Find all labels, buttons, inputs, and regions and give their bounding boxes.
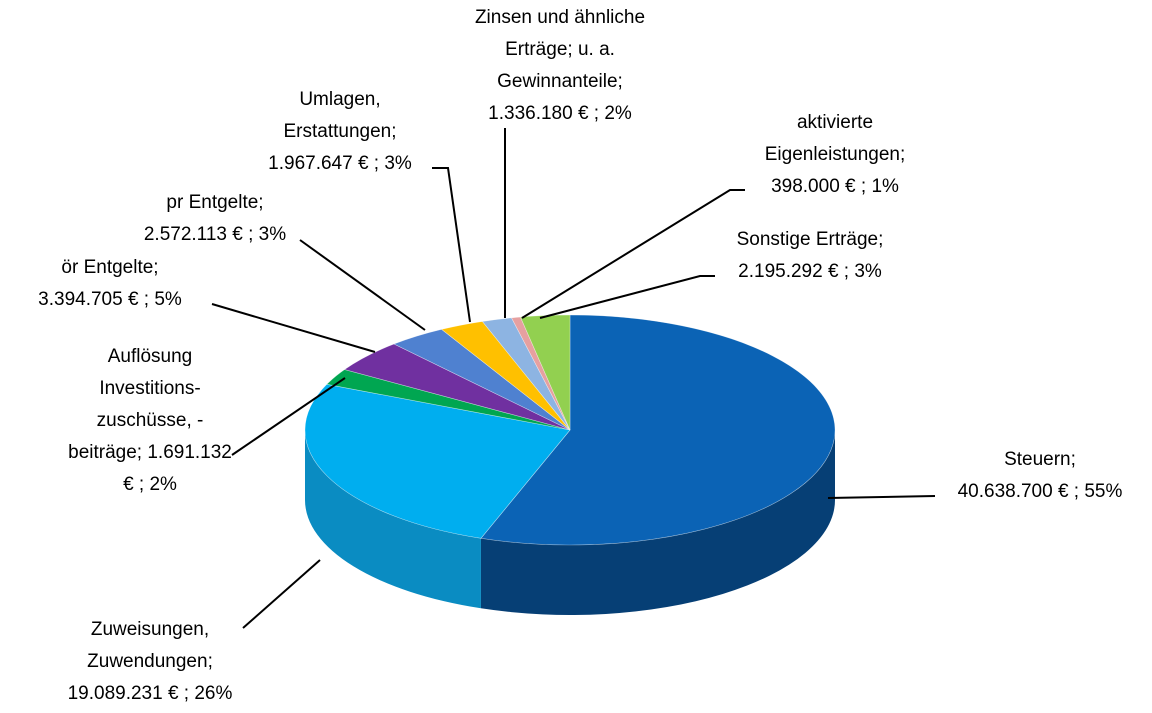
data-label: beiträge; 1.691.132 bbox=[68, 442, 232, 463]
data-label: Zuwendungen; bbox=[87, 651, 213, 672]
data-label: Zinsen und ähnliche bbox=[475, 7, 645, 28]
data-label: 2.572.113 € ; 3% bbox=[144, 224, 286, 245]
slice bbox=[480, 314, 836, 546]
data-label: Erstattungen; bbox=[283, 121, 396, 142]
leader-line bbox=[827, 495, 936, 499]
leader-line bbox=[211, 303, 376, 353]
data-label: Erträge; u. a. bbox=[505, 39, 615, 60]
data-label: Zuweisungen, bbox=[91, 619, 209, 640]
leader-line bbox=[432, 167, 471, 323]
data-label: ör Entgelte; bbox=[61, 257, 158, 278]
leader-line bbox=[231, 377, 346, 456]
data-label: € ; 2% bbox=[123, 474, 177, 495]
data-label: pr Entgelte; bbox=[166, 192, 263, 213]
leader-line bbox=[521, 189, 745, 319]
data-label: 19.089.231 € ; 26% bbox=[68, 683, 233, 704]
data-label: 40.638.700 € ; 55% bbox=[958, 481, 1123, 502]
data-label: Sonstige Erträge; bbox=[737, 229, 884, 250]
leader-line bbox=[539, 275, 715, 319]
slice bbox=[519, 314, 571, 431]
data-label: aktivierte bbox=[797, 112, 873, 133]
data-label: 3.394.705 € ; 5% bbox=[38, 289, 182, 310]
leader-line bbox=[242, 559, 321, 629]
leader-line bbox=[299, 239, 426, 331]
slice-side bbox=[305, 430, 481, 609]
data-label: 1.967.647 € ; 3% bbox=[268, 153, 412, 174]
slice bbox=[304, 383, 571, 539]
data-label: 398.000 € ; 1% bbox=[771, 176, 899, 197]
data-label: Gewinnanteile; bbox=[497, 71, 623, 92]
slice-side bbox=[480, 430, 835, 615]
data-label: Investitions- bbox=[99, 378, 200, 399]
data-label: Auflösung bbox=[108, 346, 193, 367]
data-label: zuschüsse, - bbox=[97, 410, 204, 431]
data-label: Umlagen, bbox=[299, 89, 380, 110]
data-label: Eigenleistungen; bbox=[765, 144, 906, 165]
data-label: Steuern; bbox=[1004, 449, 1076, 470]
data-label: 1.336.180 € ; 2% bbox=[488, 103, 632, 124]
data-label: 2.195.292 € ; 3% bbox=[738, 261, 882, 282]
